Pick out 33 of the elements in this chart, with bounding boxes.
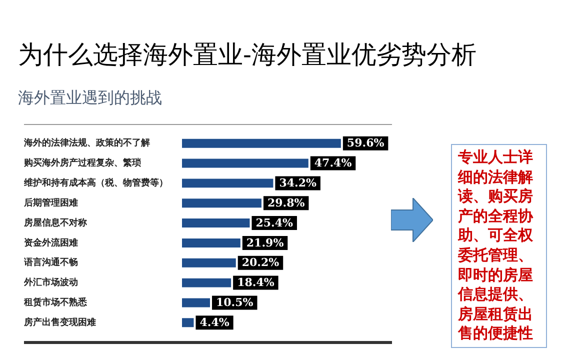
y-tick-label: 海外的法律法规、政策的不了解 [23, 138, 150, 149]
data-label: 47.4% [314, 156, 352, 170]
y-tick-label: 房屋信息不对称 [23, 217, 88, 228]
chart-subtitle: 海外置业遇到的挑战 [18, 88, 162, 109]
y-tick-label: 外汇市场波动 [23, 277, 78, 288]
chart-title: 为什么选择海外置业-海外置业优劣势分析 [18, 39, 476, 71]
data-label: 29.8% [267, 196, 306, 210]
bar [182, 218, 250, 228]
bar [182, 278, 232, 288]
bar [182, 238, 240, 248]
bar [182, 178, 274, 188]
bar [182, 318, 194, 328]
y-tick-label: 资金外流困难 [24, 237, 78, 248]
y-tick-label: 房产出售变现困难 [23, 316, 96, 328]
y-tick-label: 语言沟通不畅 [23, 257, 78, 268]
y-tick-label: 后期管理困难 [23, 197, 78, 208]
data-label: 18.4% [237, 276, 275, 290]
data-label: 21.9% [246, 236, 284, 250]
y-tick-label: 购买海外房产过程复杂、繁琐 [23, 158, 141, 169]
y-tick-label: 租赁市场不熟悉 [23, 297, 88, 308]
bar [182, 138, 341, 148]
bar [182, 298, 210, 308]
bar [182, 198, 262, 208]
data-label: 25.4% [256, 216, 294, 230]
bar [182, 258, 236, 268]
y-tick-label: 维护和持有成本高（税、物管费等） [23, 178, 168, 189]
text: 专业人士详细的法律解读、购买房产的全程协助、可全权委托管理、即时的房屋信息提供、房屋租赁出售的便捷性 [458, 148, 533, 342]
data-label: 34.2% [279, 176, 317, 190]
data-label: 20.2% [242, 256, 280, 270]
bar [182, 158, 308, 168]
data-label: 4.4% [200, 316, 230, 329]
data-label: 59.6% [346, 136, 385, 150]
data-label: 10.5% [216, 296, 254, 310]
